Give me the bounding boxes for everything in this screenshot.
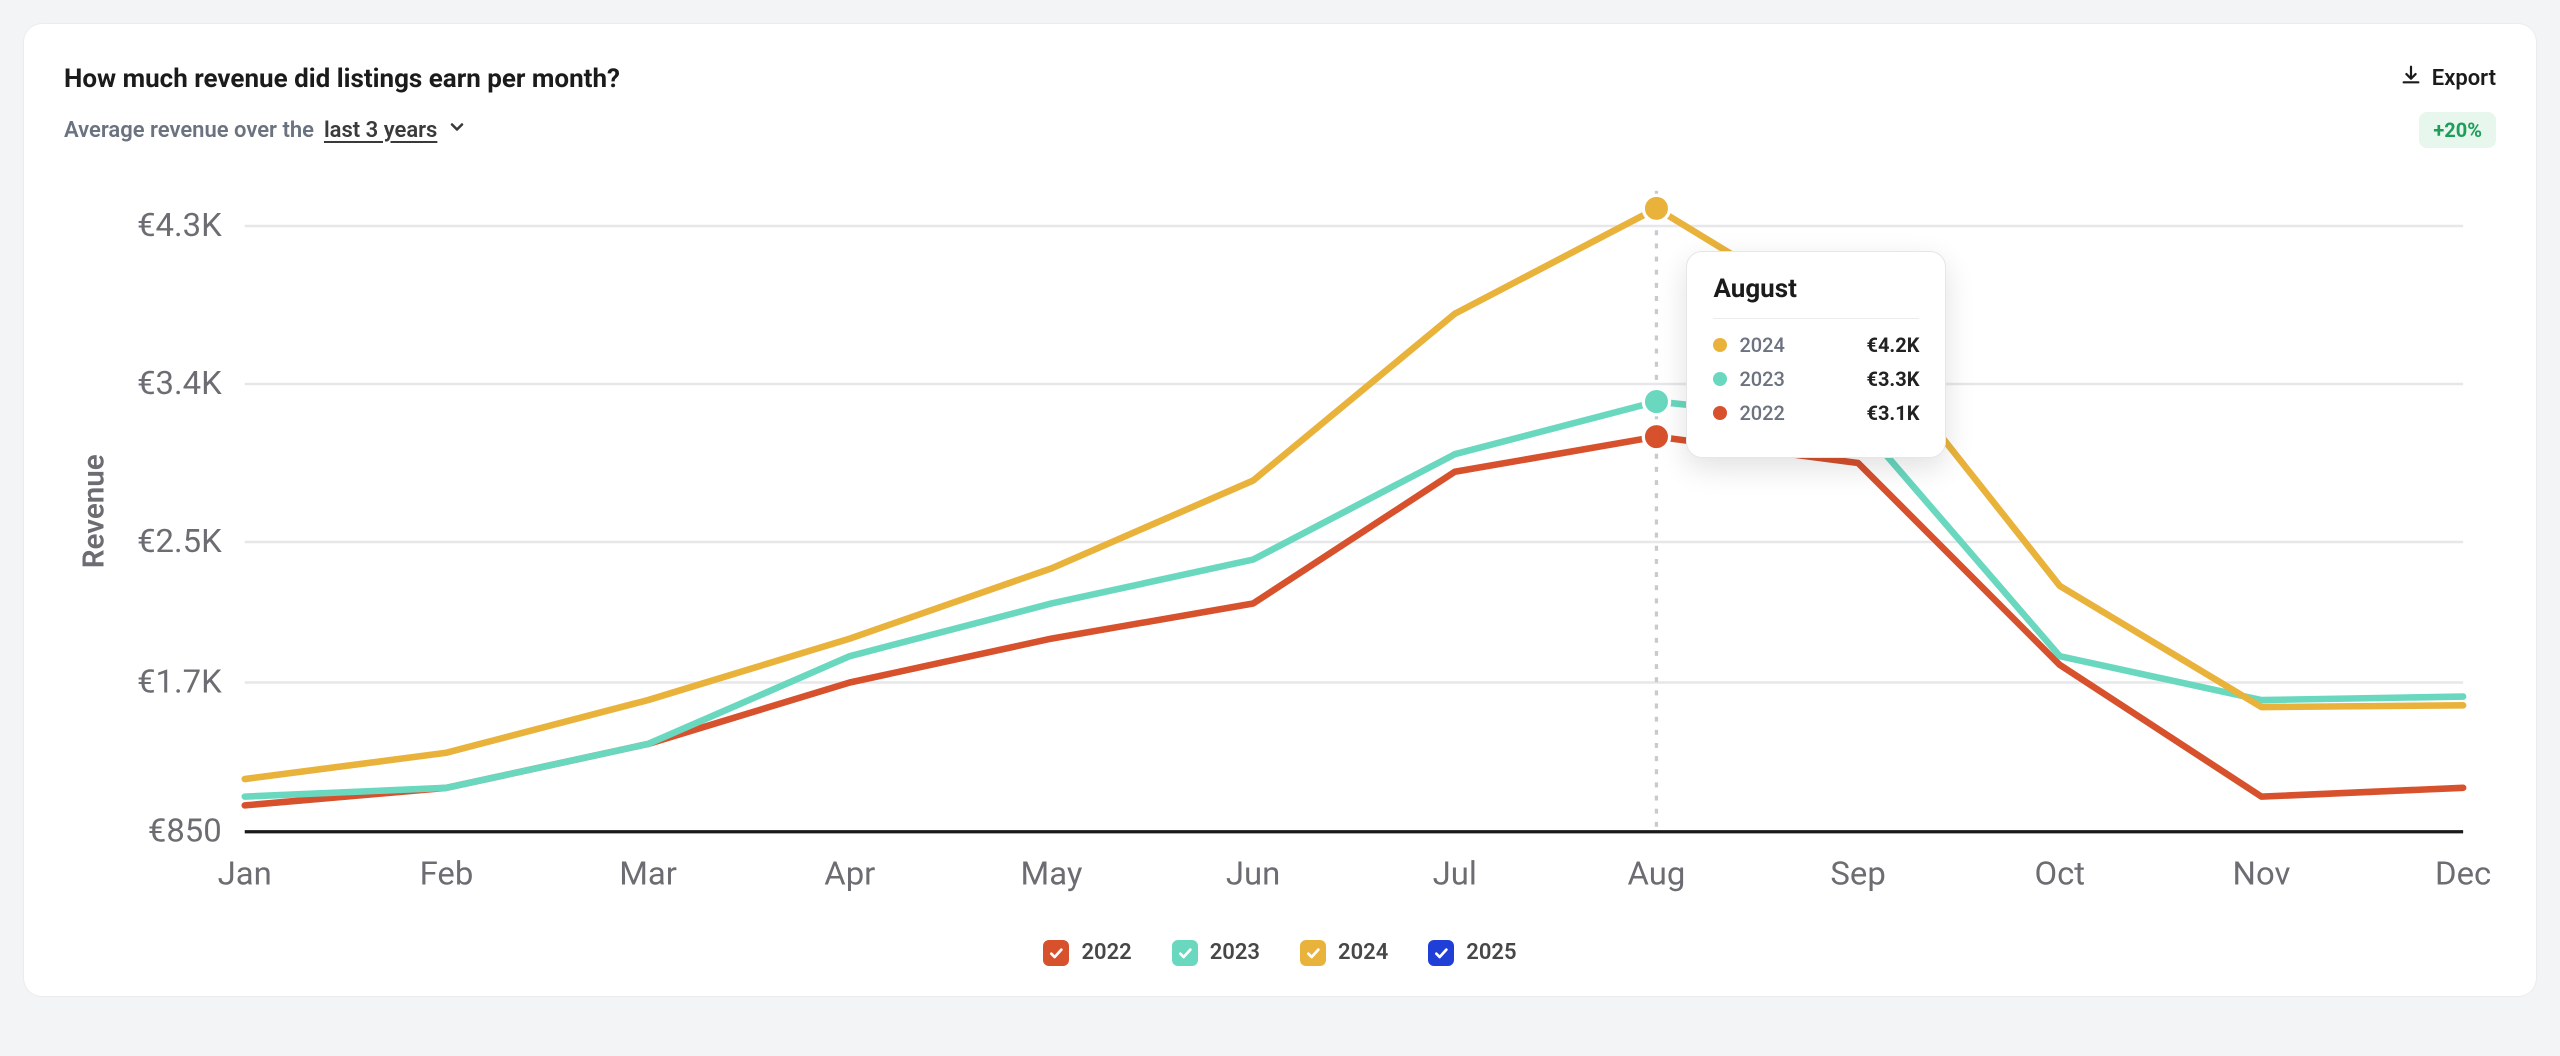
hover-tooltip: August 2024 €4.2K 2023 €3.3K 2022 €3.1K — [1686, 251, 1946, 458]
svg-text:€850: €850 — [148, 813, 222, 851]
series-dot-icon — [1713, 406, 1727, 420]
svg-text:Jul: Jul — [1433, 855, 1477, 893]
chevron-down-icon — [447, 117, 467, 143]
svg-text:Jun: Jun — [1226, 855, 1280, 893]
svg-text:€1.7K: €1.7K — [137, 663, 222, 701]
tooltip-series-label: 2024 — [1739, 333, 1784, 357]
card-title: How much revenue did listings earn per m… — [64, 64, 620, 94]
svg-text:Feb: Feb — [420, 855, 474, 893]
svg-text:Dec: Dec — [2435, 855, 2491, 893]
tooltip-value: €4.2K — [1866, 333, 1919, 357]
svg-text:Aug: Aug — [1628, 855, 1686, 893]
time-range-label: last 3 years — [324, 118, 437, 143]
legend-swatch-icon — [1300, 940, 1326, 966]
svg-text:Sep: Sep — [1830, 855, 1885, 893]
svg-text:Nov: Nov — [2233, 855, 2291, 893]
trend-badge: +20% — [2419, 112, 2496, 148]
legend-item-2025[interactable]: 2025 — [1428, 940, 1516, 966]
legend-item-2023[interactable]: 2023 — [1172, 940, 1260, 966]
download-icon — [2400, 64, 2422, 92]
legend-item-2024[interactable]: 2024 — [1300, 940, 1388, 966]
legend-label: 2022 — [1081, 940, 1131, 965]
legend-label: 2024 — [1338, 940, 1388, 965]
tooltip-series-label: 2022 — [1739, 401, 1784, 425]
tooltip-value: €3.3K — [1866, 367, 1919, 391]
svg-text:May: May — [1021, 855, 1083, 893]
subtitle-prefix: Average revenue over the — [64, 118, 314, 143]
chart-area[interactable]: €850 €1.7K €2.5K €3.4K €4.3K Jan Feb Mar Apr May J… — [64, 158, 2496, 914]
subtitle-row: Average revenue over the last 3 years +2… — [64, 112, 2496, 148]
tooltip-series-label: 2023 — [1739, 367, 1784, 391]
legend-item-2022[interactable]: 2022 — [1043, 940, 1131, 966]
svg-text:Oct: Oct — [2035, 855, 2086, 893]
legend-label: 2023 — [1210, 940, 1260, 965]
tooltip-row: 2023 €3.3K — [1713, 367, 1919, 391]
time-range-selector[interactable]: Average revenue over the last 3 years — [64, 117, 467, 143]
series-dot-icon — [1713, 338, 1727, 352]
svg-text:Revenue: Revenue — [77, 454, 111, 568]
legend-swatch-icon — [1043, 940, 1069, 966]
svg-text:€3.4K: €3.4K — [137, 365, 222, 403]
svg-text:Mar: Mar — [619, 855, 677, 893]
export-label: Export — [2432, 66, 2496, 91]
tooltip-value: €3.1K — [1866, 401, 1919, 425]
svg-text:Jan: Jan — [218, 855, 272, 893]
line-chart: €850 €1.7K €2.5K €3.4K €4.3K Jan Feb Mar Apr May J… — [64, 158, 2496, 914]
tooltip-row: 2022 €3.1K — [1713, 401, 1919, 425]
chart-legend: 2022 2023 2024 2025 — [64, 940, 2496, 966]
legend-label: 2025 — [1466, 940, 1516, 965]
legend-swatch-icon — [1428, 940, 1454, 966]
legend-swatch-icon — [1172, 940, 1198, 966]
tooltip-row: 2024 €4.2K — [1713, 333, 1919, 357]
export-button[interactable]: Export — [2400, 64, 2496, 92]
svg-text:€2.5K: €2.5K — [137, 523, 222, 561]
tooltip-divider — [1713, 318, 1919, 319]
svg-text:€4.3K: €4.3K — [137, 207, 222, 245]
tooltip-month: August — [1713, 274, 1919, 304]
svg-text:Apr: Apr — [824, 855, 875, 893]
card-header: How much revenue did listings earn per m… — [64, 64, 2496, 112]
series-dot-icon — [1713, 372, 1727, 386]
revenue-card: How much revenue did listings earn per m… — [24, 24, 2536, 996]
